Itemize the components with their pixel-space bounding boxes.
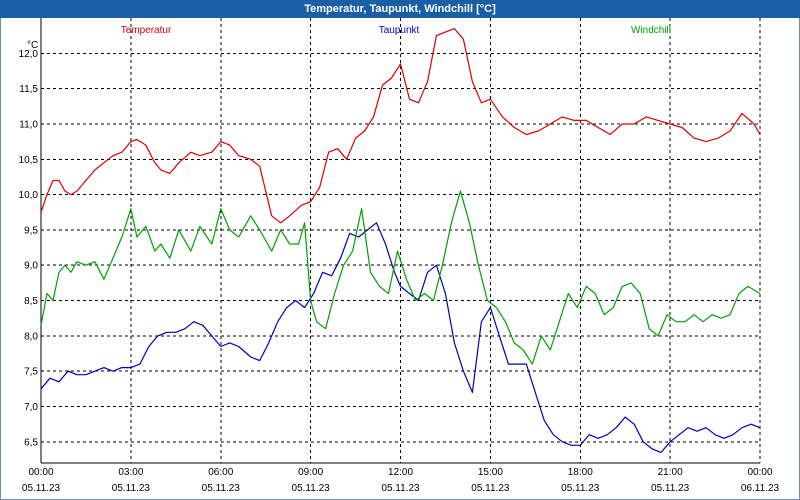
x-tick-time-label: 15:00 — [478, 467, 503, 478]
x-tick-time-label: 00:00 — [747, 467, 772, 478]
y-tick-label: 6,5 — [24, 437, 38, 448]
y-tick-label: 7,0 — [24, 402, 38, 413]
taupunkt-line — [40, 222, 761, 453]
y-tick-label: 9,5 — [24, 225, 38, 236]
window-title-bar: Temperatur, Taupunkt, Windchill [°C] — [0, 0, 800, 18]
x-tick-date-label: 05.11.23 — [471, 483, 510, 494]
x-tick-date-label: 05.11.23 — [651, 483, 690, 494]
line-chart: °C 6,5 7,0 7,5 8,0 8,5 9,0 9,5 10,0 10,5 11,0 11,5… — [19, 18, 780, 494]
grid — [40, 18, 761, 463]
x-tick-time-label: 21:00 — [658, 467, 683, 478]
y-tick-label: 7,5 — [24, 367, 38, 378]
axes: °C 6,5 7,0 7,5 8,0 8,5 9,0 9,5 10,0 10,5 11,0 11,5… — [19, 18, 780, 494]
x-tick-date-label: 05.11.23 — [561, 483, 600, 494]
x-tick-time-label: 00:00 — [28, 467, 53, 478]
legend-temperatur: Temperatur — [121, 25, 172, 36]
y-tick-label: 11,0 — [19, 119, 38, 130]
x-tick-time-label: 12:00 — [388, 467, 413, 478]
y-tick-label: 12,0 — [19, 49, 39, 60]
window-title: Temperatur, Taupunkt, Windchill [°C] — [304, 3, 496, 15]
x-tick-time-label: 09:00 — [298, 467, 323, 478]
x-tick-date-label: 06.11.23 — [741, 483, 780, 494]
x-tick-date-label: 05.11.23 — [112, 483, 151, 494]
series — [40, 28, 761, 453]
y-tick-label: 8,5 — [24, 296, 38, 307]
x-tick-date-label: 05.11.23 — [202, 483, 241, 494]
x-tick-date-label: 05.11.23 — [292, 483, 331, 494]
x-tick-date-label: 05.11.23 — [22, 483, 61, 494]
y-tick-label: 10,0 — [19, 190, 39, 201]
windchill-line — [40, 190, 761, 365]
y-tick-label: 9,0 — [24, 261, 38, 272]
chart-frame: °C 6,5 7,0 7,5 8,0 8,5 9,0 9,5 10,0 10,5 11,0 11,5… — [0, 18, 800, 500]
x-tick-time-label: 18:00 — [568, 467, 593, 478]
y-tick-label: 8,0 — [24, 331, 38, 342]
legend-taupunkt: Taupunkt — [379, 25, 420, 36]
y-tick-label: 11,5 — [19, 84, 38, 95]
x-tick-time-label: 06:00 — [208, 467, 233, 478]
legend: Temperatur Taupunkt Windchill — [121, 25, 671, 36]
x-tick-date-label: 05.11.23 — [381, 483, 420, 494]
y-axis-unit-label: °C — [27, 40, 38, 51]
temperatur-line — [40, 28, 761, 224]
x-tick-time-label: 03:00 — [118, 467, 143, 478]
legend-windchill: Windchill — [631, 25, 671, 36]
y-tick-label: 10,5 — [19, 155, 39, 166]
